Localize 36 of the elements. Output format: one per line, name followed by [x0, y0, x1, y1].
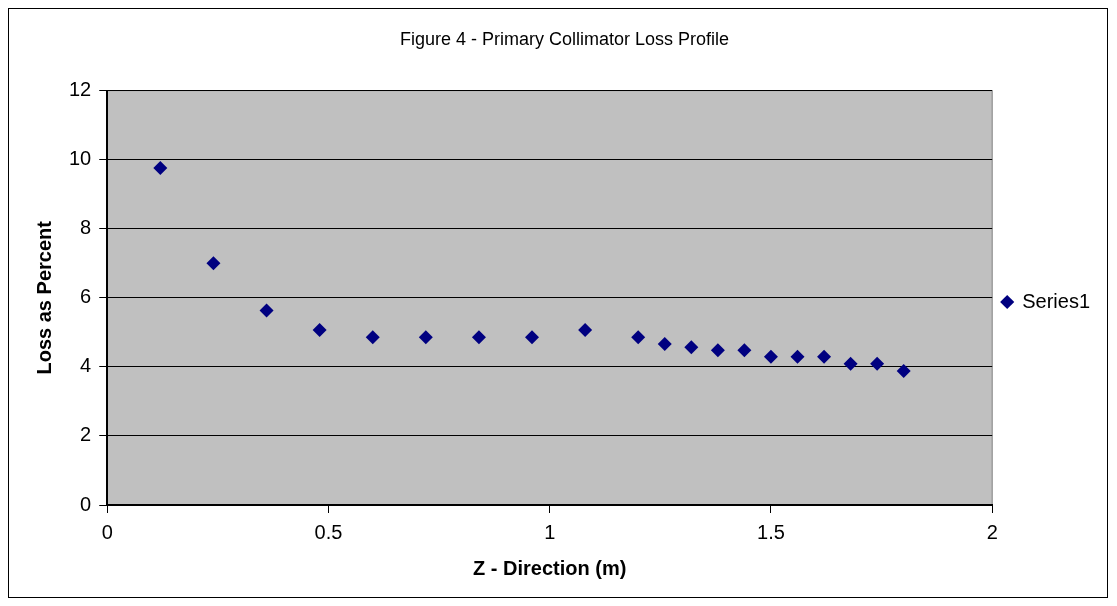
x-tick-label: 1 [544, 520, 556, 543]
legend-label: Series1 [1022, 289, 1090, 312]
point [817, 349, 832, 364]
point [206, 256, 221, 271]
y-tick-label: 10 [69, 147, 92, 170]
point [312, 322, 327, 337]
point [896, 364, 911, 379]
y-axis-title: Loss as Percent [32, 220, 55, 375]
point [737, 343, 752, 358]
point [843, 356, 858, 371]
point [365, 330, 380, 345]
y-tick-label: 4 [80, 354, 92, 377]
point [684, 340, 699, 355]
y-tick-label: 12 [69, 78, 92, 101]
y-tick-label: 2 [80, 423, 92, 446]
chart-title: Figure 4 - Primary Collimator Loss Profile [399, 28, 730, 49]
point [870, 356, 885, 371]
point [578, 322, 593, 337]
point [790, 349, 805, 364]
point [710, 343, 725, 358]
point [471, 330, 486, 345]
y-tick-label: 8 [80, 216, 92, 239]
x-axis-title: Z - Direction (m) [473, 556, 627, 579]
point [153, 160, 168, 175]
y-tick-label: 6 [80, 285, 92, 308]
point [657, 337, 672, 352]
point [259, 303, 274, 318]
point [525, 330, 540, 345]
y-tick-label: 0 [80, 492, 92, 515]
x-tick-label: 0 [101, 520, 113, 543]
x-tick-label: 0.5 [314, 520, 343, 543]
x-tick-label: 1.5 [757, 520, 785, 543]
point [631, 330, 646, 345]
point [763, 349, 778, 364]
x-tick-label: 2 [986, 520, 998, 543]
point [418, 330, 433, 345]
